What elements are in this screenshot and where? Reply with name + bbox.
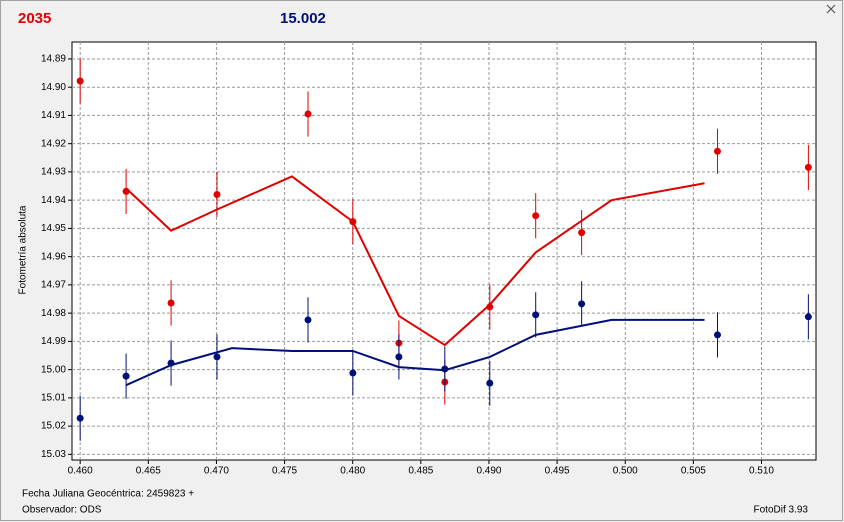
- data-point: [713, 147, 721, 155]
- data-point: [532, 311, 540, 319]
- data-point: [76, 77, 84, 85]
- data-point: [578, 300, 586, 308]
- y-tick-label: 15.03: [41, 449, 66, 460]
- data-point: [304, 316, 312, 324]
- y-tick-label: 14.97: [41, 280, 66, 291]
- x-tick-label: 0.505: [681, 466, 706, 477]
- data-point: [167, 299, 175, 307]
- x-tick-label: 0.465: [136, 466, 161, 477]
- data-point: [304, 110, 312, 118]
- y-tick-label: 14.95: [41, 223, 66, 234]
- header-right: 15.002: [280, 10, 326, 27]
- x-tick-label: 0.510: [749, 466, 774, 477]
- data-point: [578, 229, 586, 237]
- data-point: [486, 379, 494, 387]
- y-tick-label: 15.02: [41, 421, 66, 432]
- x-tick-label: 0.500: [613, 466, 638, 477]
- footer-observer: Observador: ODS: [22, 505, 102, 516]
- y-tick-label: 14.89: [41, 54, 66, 65]
- y-tick-label: 14.93: [41, 167, 66, 178]
- y-tick-label: 15.01: [41, 393, 66, 404]
- y-tick-label: 14.94: [41, 195, 66, 206]
- y-tick-label: 15.00: [41, 364, 66, 375]
- data-point: [76, 414, 84, 422]
- x-tick-label: 0.460: [68, 466, 93, 477]
- y-tick-label: 14.91: [41, 110, 66, 121]
- y-tick-label: 14.92: [41, 138, 66, 149]
- x-tick-label: 0.485: [408, 466, 433, 477]
- close-icon[interactable]: [826, 4, 836, 14]
- data-point: [349, 369, 357, 377]
- data-point: [122, 372, 130, 380]
- y-tick-label: 14.90: [41, 82, 66, 93]
- data-point: [395, 353, 403, 361]
- data-point: [532, 212, 540, 220]
- data-point: [713, 331, 721, 339]
- x-tick-label: 0.470: [204, 466, 229, 477]
- footer-date: Fecha Juliana Geocéntrica: 2459823 +: [22, 489, 194, 500]
- y-tick-label: 14.98: [41, 308, 66, 319]
- plot-area: [71, 41, 817, 461]
- data-point: [804, 313, 812, 321]
- y-axis-label: Fotometría absoluta: [18, 205, 29, 294]
- x-tick-label: 0.495: [545, 466, 570, 477]
- footer-software: FotoDif 3.93: [754, 505, 809, 516]
- x-tick-label: 0.480: [340, 466, 365, 477]
- x-tick-label: 0.490: [476, 466, 501, 477]
- x-tick-label: 0.475: [272, 466, 297, 477]
- y-tick-label: 14.96: [41, 251, 66, 262]
- data-point: [213, 191, 221, 199]
- data-point: [213, 353, 221, 361]
- data-point: [804, 163, 812, 171]
- series-line: [125, 175, 705, 347]
- header-left: 2035: [18, 10, 51, 27]
- series-line: [125, 318, 705, 387]
- y-tick-label: 14.99: [41, 336, 66, 347]
